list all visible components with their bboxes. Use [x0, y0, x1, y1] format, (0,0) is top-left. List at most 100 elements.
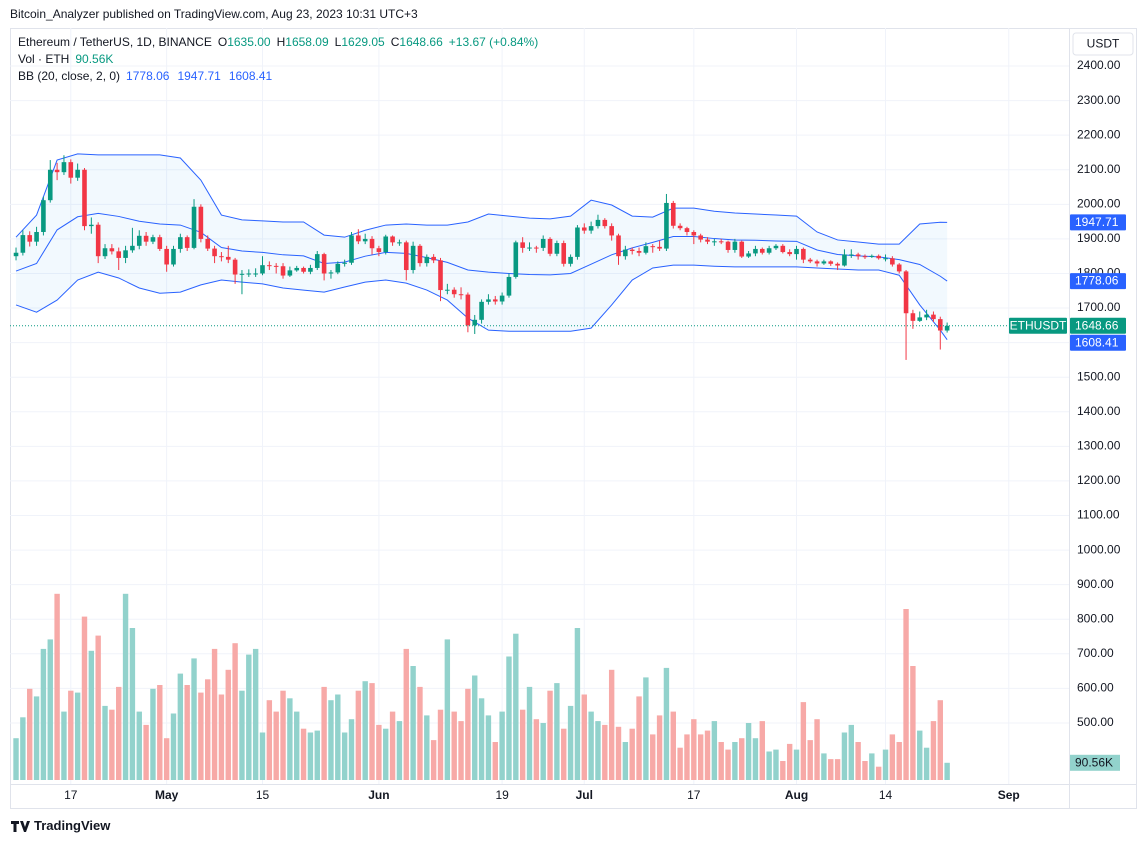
volume-bar [485, 715, 492, 780]
ohlc-value: 1635.00 [227, 35, 271, 49]
ohlc-item: L1629.05 [335, 35, 385, 49]
candle-body [123, 250, 128, 258]
y-tick-label: 1200.00 [1077, 473, 1121, 487]
candle-body [917, 317, 923, 321]
y-tick-label: 2200.00 [1077, 127, 1121, 141]
volume-bar [369, 683, 375, 780]
volume-bar [246, 654, 252, 780]
volume-bar [608, 669, 615, 780]
candle-body [657, 246, 662, 249]
y-tick-label: 800.00 [1077, 611, 1114, 625]
candle-body [356, 235, 361, 242]
candle-body [20, 235, 26, 253]
volume-bar [691, 719, 697, 780]
candle-body [445, 289, 450, 291]
currency[interactable]: USDT [1087, 37, 1120, 51]
ohlc-key: L [334, 35, 342, 49]
candle-body [472, 319, 478, 326]
candle-body [136, 235, 142, 246]
y-tick-label: 600.00 [1077, 681, 1114, 695]
volume-bar [437, 709, 444, 780]
y-tick-label: 700.00 [1077, 646, 1114, 660]
bb-values: 1778.06 1947.71 1608.41 [126, 69, 272, 83]
volume-bar [732, 742, 738, 780]
volume-bar [937, 700, 943, 780]
volume-bar [875, 766, 882, 780]
candle-body [890, 258, 895, 265]
volume-bar [273, 711, 279, 780]
volume-bar [143, 724, 149, 780]
volume-bar [300, 728, 307, 780]
volume-bar [266, 700, 273, 780]
bb-value: 1947.71 [177, 69, 221, 83]
currency-button[interactable] [1072, 32, 1134, 56]
volume-bar [567, 705, 574, 780]
candle-body [814, 261, 820, 264]
candle-body [643, 246, 649, 253]
candle-body [725, 241, 731, 250]
volume-bar [54, 593, 60, 780]
ohlc-key: O [217, 35, 228, 49]
candle-body [342, 262, 347, 264]
candle-body [931, 314, 936, 320]
candle-body [862, 256, 868, 258]
candle-body [568, 256, 573, 264]
logo [11, 820, 30, 832]
volume-bar [766, 751, 772, 780]
price-tag-label: 1648.66 [1075, 318, 1119, 332]
volume-bar [417, 686, 423, 780]
volume-bar [170, 713, 177, 780]
x-tick-label: 19 [495, 788, 509, 802]
candle-body [424, 256, 430, 264]
x-tick-label: Sep [998, 788, 1020, 802]
candle-body [397, 242, 402, 244]
volume-bar [33, 696, 40, 780]
candle-body [588, 226, 594, 231]
volume-bar [13, 738, 19, 780]
volume-bar [239, 690, 245, 780]
candle-body [376, 248, 382, 253]
candle-body [746, 253, 751, 257]
y-tick-label: 2100.00 [1077, 162, 1121, 176]
volume-bar [896, 742, 902, 780]
candle-body [383, 236, 389, 253]
candle-body [273, 265, 279, 267]
bb-value: 1608.41 [228, 69, 273, 83]
volume-bar [917, 730, 923, 780]
volume-bar [341, 732, 348, 780]
volume-bar [102, 705, 108, 780]
candle-body [349, 235, 354, 263]
bb-value: 1778.06 [126, 69, 170, 83]
price-tag-label: 1947.71 [1075, 215, 1119, 229]
ohlc-item: H1658.09 [277, 35, 329, 49]
candle-body [766, 248, 772, 253]
candle-body [458, 294, 464, 296]
y-tick-label: 1000.00 [1077, 542, 1121, 556]
price-tag [1070, 214, 1126, 231]
volume-bar [472, 675, 478, 780]
candle-body [554, 243, 560, 254]
candle-body [314, 254, 320, 268]
volume-bar [389, 711, 396, 780]
volume-bar [643, 677, 649, 780]
ohlc-item: O1635.00 [218, 35, 271, 49]
volume-bar [225, 669, 231, 780]
volume-bar [903, 609, 909, 780]
y-tick-label: 1100.00 [1077, 508, 1120, 522]
volume-bar [205, 679, 211, 780]
ohlc-value: 1658.09 [285, 35, 329, 49]
volume-bar [122, 593, 129, 780]
volume-bar [800, 702, 807, 780]
candle-body [718, 241, 724, 243]
candle-body [561, 243, 567, 264]
volume-bar [882, 749, 889, 780]
candle-body [636, 251, 642, 253]
candle-body [937, 319, 943, 331]
volume-bar [280, 690, 286, 780]
candle-body [41, 200, 46, 232]
volume-bar [841, 732, 848, 780]
candle-body [335, 263, 341, 273]
volume-bar [629, 728, 635, 780]
volume-bar [602, 724, 608, 780]
